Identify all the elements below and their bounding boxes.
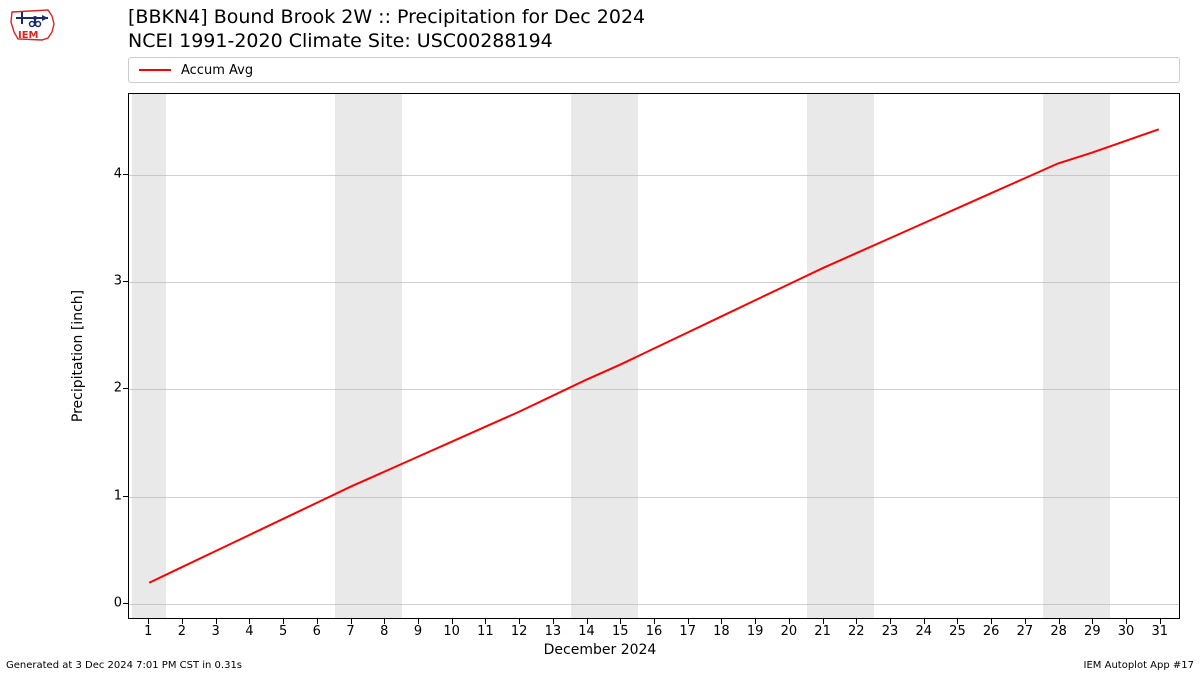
xtick-label: 1 (144, 624, 152, 639)
xtick-label: 26 (983, 624, 1000, 639)
xtick-label: 8 (380, 624, 388, 639)
xtick-label: 29 (1084, 624, 1101, 639)
footer-generated: Generated at 3 Dec 2024 7:01 PM CST in 0… (6, 660, 242, 671)
xtick-label: 5 (279, 624, 287, 639)
ytick-mark (123, 174, 128, 175)
xtick-label: 25 (949, 624, 966, 639)
xtick-label: 31 (1151, 624, 1168, 639)
xtick-label: 15 (612, 624, 629, 639)
iem-logo: IEM (8, 6, 58, 44)
xtick-label: 9 (414, 624, 422, 639)
xtick-label: 17 (679, 624, 696, 639)
xtick-label: 10 (443, 624, 460, 639)
title-line2: NCEI 1991-2020 Climate Site: USC00288194 (128, 30, 645, 54)
legend-swatch (139, 69, 171, 71)
xtick-label: 7 (346, 624, 354, 639)
xtick-label: 11 (477, 624, 494, 639)
xtick-label: 12 (511, 624, 528, 639)
ytick-mark (123, 388, 128, 389)
xtick-label: 20 (781, 624, 798, 639)
xtick-label: 27 (1017, 624, 1034, 639)
ytick-label: 0 (108, 595, 122, 610)
title-line1: [BBKN4] Bound Brook 2W :: Precipitation … (128, 6, 645, 30)
x-axis-label: December 2024 (0, 642, 1200, 658)
chart-title: [BBKN4] Bound Brook 2W :: Precipitation … (128, 6, 645, 54)
legend-label: Accum Avg (181, 63, 253, 78)
xtick-label: 24 (915, 624, 932, 639)
xtick-label: 13 (545, 624, 562, 639)
footer-app: IEM Autoplot App #17 (1084, 660, 1194, 671)
xtick-label: 3 (212, 624, 220, 639)
series-svg (129, 94, 1179, 618)
xtick-label: 4 (245, 624, 253, 639)
page-root: IEM [BBKN4] Bound Brook 2W :: Precipitat… (0, 0, 1200, 675)
xtick-label: 19 (747, 624, 764, 639)
xtick-label: 14 (578, 624, 595, 639)
xtick-label: 23 (882, 624, 899, 639)
series-line (149, 129, 1159, 582)
ytick-mark (123, 603, 128, 604)
legend: Accum Avg (128, 57, 1180, 83)
y-axis-label: Precipitation [inch] (70, 290, 86, 422)
ytick-mark (123, 281, 128, 282)
xtick-label: 18 (713, 624, 730, 639)
xtick-label: 22 (848, 624, 865, 639)
ytick-label: 4 (108, 166, 122, 181)
xtick-label: 28 (1050, 624, 1067, 639)
xtick-label: 6 (313, 624, 321, 639)
logo-text: IEM (18, 30, 39, 41)
xtick-label: 21 (814, 624, 831, 639)
xtick-label: 30 (1118, 624, 1135, 639)
ytick-label: 3 (108, 273, 122, 288)
ytick-label: 1 (108, 488, 122, 503)
xtick-label: 2 (178, 624, 186, 639)
ytick-mark (123, 496, 128, 497)
plot-area (128, 93, 1180, 619)
ytick-label: 2 (108, 381, 122, 396)
xtick-label: 16 (646, 624, 663, 639)
